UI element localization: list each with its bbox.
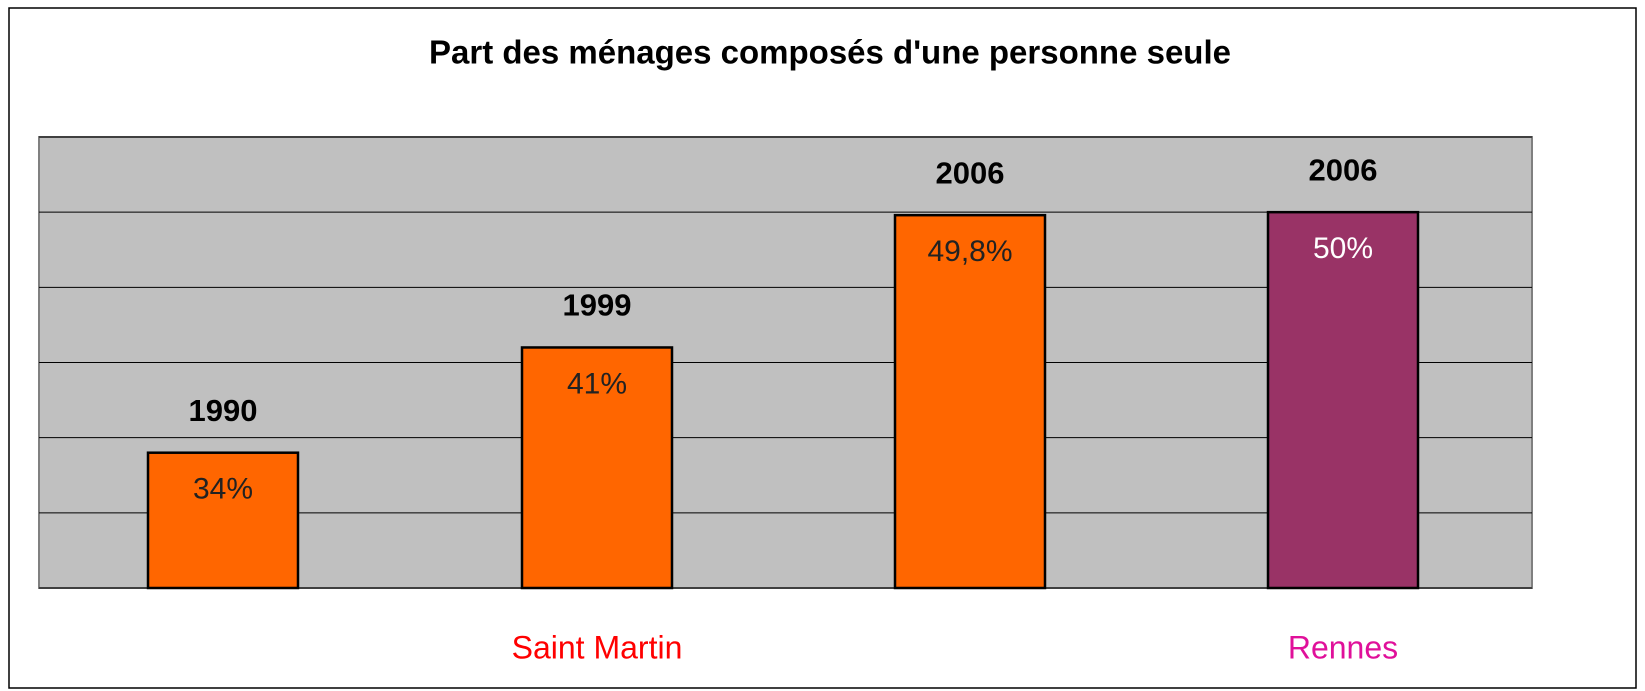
value-label: 50% xyxy=(1313,232,1373,265)
chart-title: Part des ménages composés d'une personne… xyxy=(429,34,1231,71)
category-label: 1999 xyxy=(563,288,632,323)
bar xyxy=(520,346,674,590)
category-label: 2006 xyxy=(936,155,1005,190)
value-label: 49,8% xyxy=(927,235,1012,268)
category-label: 1990 xyxy=(189,393,258,428)
value-label: 41% xyxy=(567,367,627,400)
group-label: Saint Martin xyxy=(512,629,683,665)
value-label: 34% xyxy=(193,473,253,506)
bar xyxy=(1266,210,1420,590)
bar xyxy=(146,451,300,590)
category-label: 2006 xyxy=(1309,152,1378,187)
group-label: Rennes xyxy=(1288,629,1398,665)
bar xyxy=(893,213,1047,590)
